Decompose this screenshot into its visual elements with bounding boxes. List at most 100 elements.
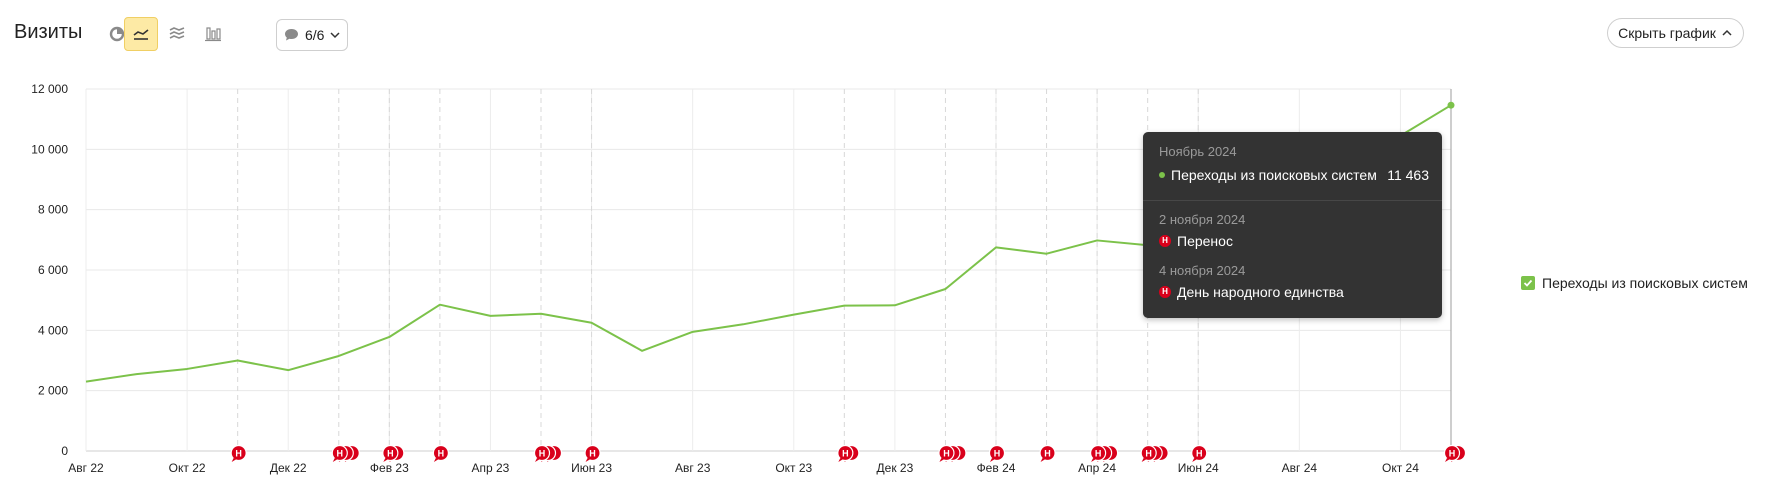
- holiday-badge-icon: Н: [1159, 235, 1171, 247]
- holiday-marker-icon: [837, 444, 854, 462]
- tooltip-note-date: 4 ноября 2024: [1159, 263, 1246, 278]
- notes-toggle-button[interactable]: 6/6: [276, 19, 348, 51]
- holiday-marker-icon: [584, 444, 601, 462]
- x-tick-label: Дек 23: [877, 461, 914, 475]
- holiday-marker-tail: [1040, 458, 1046, 462]
- x-tick-label: Авг 22: [68, 461, 104, 475]
- pie-chart-icon: [109, 26, 125, 42]
- hover-point: [1447, 101, 1455, 109]
- holiday-marker-icon: [432, 444, 449, 462]
- holiday-marker-icon: [533, 444, 551, 462]
- x-tick-label: Дек 22: [270, 461, 307, 475]
- holiday-badge-icon: Н: [1159, 286, 1171, 298]
- y-tick-label: 6 000: [38, 263, 68, 277]
- holiday-marker-label: Н: [1095, 449, 1102, 459]
- bar-chart-button[interactable]: [196, 17, 230, 51]
- chevron-down-icon: [330, 32, 340, 39]
- holiday-marker-tail: [939, 458, 945, 462]
- holiday-marker-label: Н: [438, 449, 445, 459]
- holiday-marker-tail: [838, 458, 844, 462]
- holiday-marker-label: Н: [589, 449, 596, 459]
- y-tick-label: 2 000: [38, 384, 68, 398]
- tooltip-divider: [1143, 200, 1442, 201]
- x-tick-label: Фев 24: [977, 461, 1016, 475]
- holiday-marker-tail: [990, 458, 995, 462]
- notes-count: 6/6: [305, 27, 325, 43]
- x-tick-label: Фев 23: [370, 461, 409, 475]
- tooltip-note: Н День народного единства: [1159, 284, 1344, 300]
- x-tick-label: Окт 22: [169, 461, 206, 475]
- holiday-marker-icon: [382, 444, 399, 462]
- chart-legend: Переходы из поисковых систем: [1521, 275, 1748, 291]
- chart-title: Визиты: [14, 21, 83, 43]
- x-tick-label: Окт 23: [775, 461, 812, 475]
- holiday-marker-icon: [938, 444, 955, 462]
- holiday-marker-label: Н: [1044, 449, 1051, 459]
- holiday-marker-tail: [1091, 458, 1097, 462]
- holiday-marker-icon: [1039, 444, 1056, 462]
- x-tick-label: Июн 23: [571, 461, 612, 475]
- holiday-marker-tail: [1445, 458, 1450, 462]
- x-tick-label: Окт 24: [1382, 461, 1419, 475]
- tooltip-metric-name: Переходы из поисковых систем: [1171, 167, 1377, 183]
- x-tick-label: Апр 24: [1078, 461, 1116, 475]
- y-tick-label: 12 000: [31, 82, 68, 96]
- hide-chart-button[interactable]: Скрыть график: [1607, 18, 1744, 48]
- hide-chart-label: Скрыть график: [1618, 25, 1716, 41]
- tooltip-note-date: 2 ноября 2024: [1159, 212, 1246, 227]
- x-tick-label: Апр 23: [472, 461, 510, 475]
- comment-icon: [285, 29, 298, 41]
- holiday-marker-label: Н: [387, 449, 394, 459]
- area-chart-icon: [169, 27, 185, 39]
- tooltip-period: Ноябрь 2024: [1159, 144, 1237, 159]
- holiday-marker-label: Н: [235, 449, 242, 459]
- holiday-marker-icon: [331, 444, 348, 462]
- holiday-marker-tail: [332, 458, 338, 462]
- checkmark-icon: [1523, 279, 1533, 287]
- y-tick-label: 10 000: [31, 142, 68, 156]
- holiday-marker-tail: [585, 458, 591, 462]
- holiday-marker-tail: [1141, 458, 1147, 462]
- holiday-marker-tail: [1192, 458, 1198, 462]
- holiday-marker-tail: [535, 458, 540, 462]
- tooltip-note: Н Перенос: [1159, 233, 1233, 249]
- legend-label: Переходы из поисковых систем: [1542, 275, 1748, 291]
- tooltip-note-text: Перенос: [1177, 233, 1233, 249]
- legend-checkbox[interactable]: [1521, 276, 1535, 290]
- x-tick-label: Авг 23: [675, 461, 711, 475]
- holiday-marker-label: Н: [1449, 449, 1456, 459]
- chart-tooltip: Ноябрь 2024 Переходы из поисковых систем…: [1143, 132, 1442, 318]
- holiday-marker-label: Н: [539, 449, 546, 459]
- holiday-marker-icon: [1191, 444, 1208, 462]
- holiday-marker-label: Н: [1145, 449, 1152, 459]
- bar-chart-icon: [205, 27, 221, 42]
- holiday-marker-icon: [1090, 444, 1107, 462]
- tooltip-metric-value: 11 463: [1387, 167, 1429, 183]
- series-color-dot: [1159, 172, 1165, 178]
- x-tick-label: Авг 24: [1282, 461, 1318, 475]
- y-tick-label: 8 000: [38, 203, 68, 217]
- y-tick-label: 0: [61, 444, 68, 458]
- x-tick-label: Июн 24: [1178, 461, 1219, 475]
- line-chart-icon: [133, 29, 149, 40]
- line-chart-button[interactable]: [124, 17, 158, 51]
- holiday-marker-tail: [433, 458, 439, 462]
- chart-toolbar: Визиты 6/6: [0, 0, 1768, 70]
- holiday-marker-icon: [1443, 444, 1461, 462]
- holiday-marker-tail: [383, 458, 389, 462]
- holiday-marker-label: Н: [994, 449, 1001, 459]
- chevron-up-icon: [1722, 29, 1732, 36]
- holiday-marker-icon: [230, 444, 247, 462]
- holiday-marker-icon: [1140, 444, 1157, 462]
- y-tick-label: 4 000: [38, 323, 68, 337]
- pie-chart-button[interactable]: [100, 17, 134, 51]
- holiday-marker-label: Н: [337, 449, 344, 459]
- area-chart-button[interactable]: [160, 17, 194, 51]
- tooltip-note-text: День народного единства: [1177, 284, 1344, 300]
- holiday-marker-icon: [988, 444, 1006, 462]
- holiday-marker-tail: [231, 458, 237, 462]
- holiday-marker-label: Н: [842, 449, 849, 459]
- holiday-marker-label: Н: [943, 449, 950, 459]
- tooltip-metric-row: Переходы из поисковых систем 11 463: [1159, 167, 1429, 183]
